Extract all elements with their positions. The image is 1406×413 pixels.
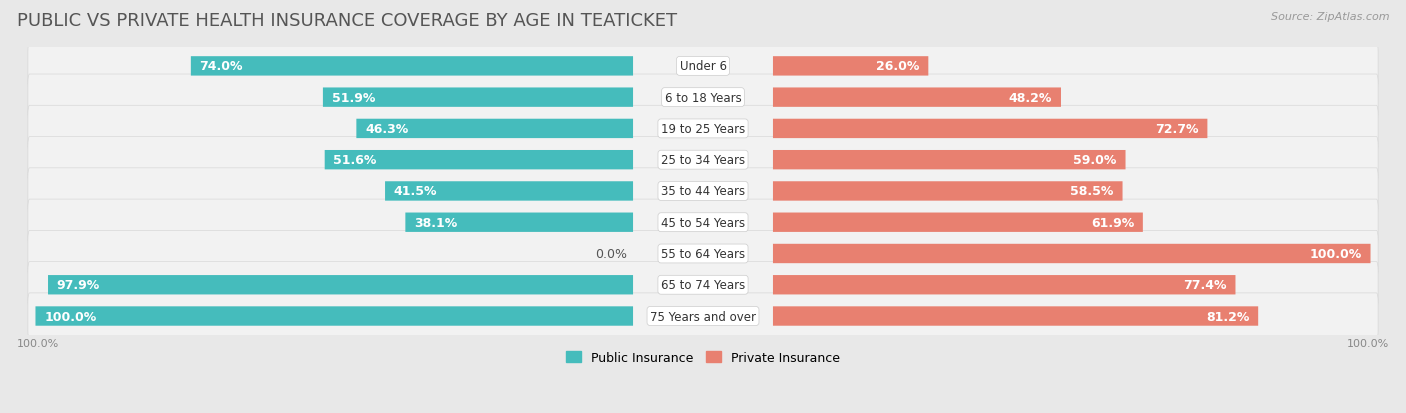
FancyBboxPatch shape	[385, 182, 633, 201]
FancyBboxPatch shape	[28, 200, 1378, 247]
FancyBboxPatch shape	[28, 169, 1378, 215]
Legend: Public Insurance, Private Insurance: Public Insurance, Private Insurance	[561, 346, 845, 369]
FancyBboxPatch shape	[28, 262, 1378, 308]
FancyBboxPatch shape	[28, 75, 1378, 121]
Text: 100.0%: 100.0%	[44, 310, 97, 323]
FancyBboxPatch shape	[28, 76, 1378, 121]
Text: 59.0%: 59.0%	[1073, 154, 1116, 167]
FancyBboxPatch shape	[773, 88, 1062, 107]
FancyBboxPatch shape	[773, 213, 1143, 233]
Text: 72.7%: 72.7%	[1156, 123, 1199, 135]
FancyBboxPatch shape	[28, 169, 1378, 215]
Text: 75 Years and over: 75 Years and over	[650, 310, 756, 323]
Text: Under 6: Under 6	[679, 60, 727, 73]
Text: 77.4%: 77.4%	[1184, 279, 1226, 292]
FancyBboxPatch shape	[323, 88, 633, 107]
Text: 48.2%: 48.2%	[1010, 91, 1052, 104]
FancyBboxPatch shape	[773, 151, 1126, 170]
Text: 100.0%: 100.0%	[1309, 247, 1362, 260]
Text: 6 to 18 Years: 6 to 18 Years	[665, 91, 741, 104]
Text: 58.5%: 58.5%	[1070, 185, 1114, 198]
Text: Source: ZipAtlas.com: Source: ZipAtlas.com	[1271, 12, 1389, 22]
Text: 45 to 54 Years: 45 to 54 Years	[661, 216, 745, 229]
Text: 55 to 64 Years: 55 to 64 Years	[661, 247, 745, 260]
FancyBboxPatch shape	[48, 275, 633, 295]
FancyBboxPatch shape	[28, 138, 1378, 184]
Text: 0.0%: 0.0%	[595, 247, 627, 260]
Text: 25 to 34 Years: 25 to 34 Years	[661, 154, 745, 167]
FancyBboxPatch shape	[773, 182, 1122, 201]
FancyBboxPatch shape	[773, 244, 1371, 263]
Text: 74.0%: 74.0%	[200, 60, 243, 73]
Text: 81.2%: 81.2%	[1206, 310, 1250, 323]
Text: 65 to 74 Years: 65 to 74 Years	[661, 279, 745, 292]
FancyBboxPatch shape	[28, 294, 1378, 340]
FancyBboxPatch shape	[28, 293, 1378, 339]
Text: 19 to 25 Years: 19 to 25 Years	[661, 123, 745, 135]
FancyBboxPatch shape	[28, 231, 1378, 277]
Text: 51.9%: 51.9%	[332, 91, 375, 104]
FancyBboxPatch shape	[28, 263, 1378, 309]
Text: 61.9%: 61.9%	[1091, 216, 1135, 229]
FancyBboxPatch shape	[35, 306, 633, 326]
FancyBboxPatch shape	[28, 44, 1378, 90]
Text: 41.5%: 41.5%	[394, 185, 437, 198]
Text: 38.1%: 38.1%	[415, 216, 457, 229]
FancyBboxPatch shape	[773, 306, 1258, 326]
FancyBboxPatch shape	[28, 107, 1378, 153]
Text: 51.6%: 51.6%	[333, 154, 377, 167]
FancyBboxPatch shape	[405, 213, 633, 233]
FancyBboxPatch shape	[28, 137, 1378, 183]
Text: 26.0%: 26.0%	[876, 60, 920, 73]
FancyBboxPatch shape	[28, 199, 1378, 246]
Text: 35 to 44 Years: 35 to 44 Years	[661, 185, 745, 198]
FancyBboxPatch shape	[28, 44, 1378, 90]
FancyBboxPatch shape	[773, 57, 928, 76]
FancyBboxPatch shape	[773, 119, 1208, 139]
FancyBboxPatch shape	[773, 275, 1236, 295]
FancyBboxPatch shape	[325, 151, 633, 170]
FancyBboxPatch shape	[28, 106, 1378, 152]
Text: PUBLIC VS PRIVATE HEALTH INSURANCE COVERAGE BY AGE IN TEATICKET: PUBLIC VS PRIVATE HEALTH INSURANCE COVER…	[17, 12, 678, 30]
FancyBboxPatch shape	[28, 231, 1378, 278]
Text: 46.3%: 46.3%	[366, 123, 408, 135]
FancyBboxPatch shape	[356, 119, 633, 139]
FancyBboxPatch shape	[191, 57, 633, 76]
Text: 97.9%: 97.9%	[56, 279, 100, 292]
